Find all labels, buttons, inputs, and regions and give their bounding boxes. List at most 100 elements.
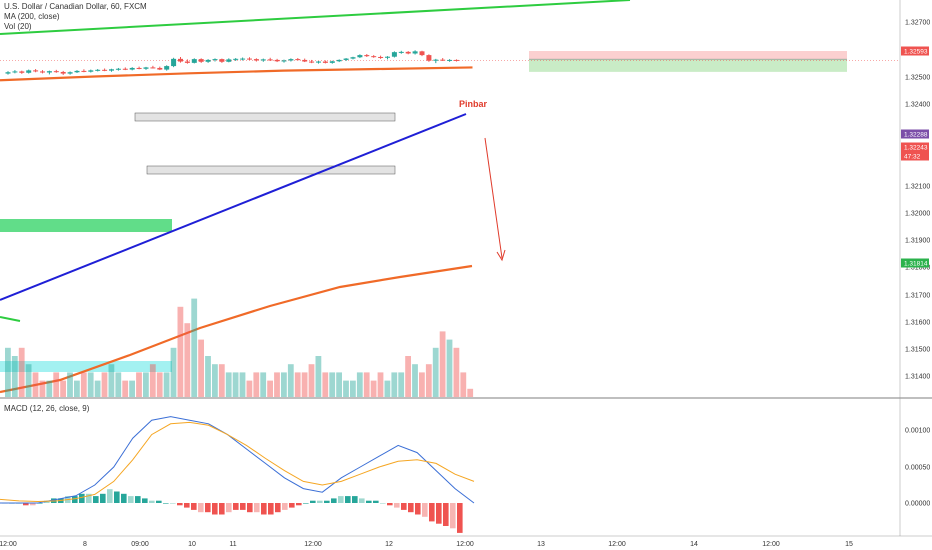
volume-bar	[467, 388, 474, 397]
volume-bar	[391, 372, 398, 397]
volume-bar	[129, 380, 135, 397]
macd-legend: MACD (12, 26, close, 9)	[4, 404, 90, 413]
volume-bar	[184, 323, 191, 397]
volume-bar	[301, 372, 308, 397]
macd-tick-label: 0.00050	[905, 465, 930, 472]
macd-histogram-bar	[310, 500, 316, 503]
candle-body	[316, 61, 321, 63]
volume-bar	[260, 372, 267, 397]
macd-histogram-bar	[296, 503, 302, 506]
price-tick-label: 1.32100	[905, 184, 930, 191]
candle-body	[88, 70, 94, 72]
volume-bar	[253, 372, 260, 397]
volume-bar	[115, 372, 122, 397]
macd-histogram-bar	[30, 503, 36, 506]
volume-bar	[170, 347, 177, 397]
volume-bar	[39, 380, 46, 397]
candle-body	[329, 61, 335, 63]
macd-histogram-bar	[436, 503, 442, 524]
volume-bar	[225, 372, 232, 397]
macd-histogram-bar	[79, 493, 85, 503]
candle-body	[143, 67, 149, 69]
volume-bar	[5, 347, 11, 397]
price-tick-label: 1.32400	[905, 102, 930, 109]
macd-histogram-bar	[401, 503, 407, 510]
macd-histogram-bar	[184, 503, 190, 508]
macd-histogram-bar	[142, 498, 148, 503]
time-tick-label: 12:00	[304, 541, 322, 548]
time-tick-label: 09:00	[131, 541, 149, 548]
volume-bar	[336, 372, 342, 397]
volume-bar	[177, 306, 184, 397]
macd-histogram-bar	[44, 500, 50, 503]
macd-histogram-bar	[345, 496, 351, 503]
price-tag-bg	[901, 129, 929, 139]
resistance-box	[134, 112, 396, 122]
price-tick-label: 1.31500	[905, 347, 930, 354]
candle-body	[33, 70, 39, 72]
candle-body	[95, 69, 101, 71]
volume-bar	[274, 372, 280, 397]
volume-bar	[11, 356, 18, 397]
candle-body	[226, 59, 232, 62]
candle-body	[164, 66, 170, 70]
candle-body	[281, 60, 287, 62]
candle-body	[274, 59, 280, 62]
macd-histogram-bar	[352, 496, 358, 503]
volume-bar	[322, 372, 329, 397]
candle-body	[322, 61, 328, 63]
volume-bar	[315, 356, 322, 397]
candle-body	[122, 68, 128, 70]
macd-histogram-bar	[191, 503, 197, 510]
volume-bar	[80, 372, 87, 397]
overlay-layer: Pinbar	[459, 99, 506, 262]
price-tick-label: 1.31700	[905, 293, 930, 300]
arrow-head	[496, 249, 506, 262]
macd-histogram-bar	[240, 503, 246, 510]
candle-body	[53, 71, 59, 73]
candle-body	[288, 59, 294, 61]
price-tick-label: 1.31900	[905, 238, 930, 245]
candle-body	[171, 58, 177, 67]
price-tag-label: 1.32593	[904, 49, 928, 56]
candle-body	[433, 59, 439, 61]
candle-body	[378, 56, 384, 58]
volume-bar	[122, 380, 129, 397]
candle-body	[385, 56, 390, 58]
symbol-title: U.S. Dollar / Canadian Dollar, 60, FXCM	[4, 2, 147, 11]
volume-bar	[32, 372, 39, 397]
ma200-curve	[0, 264, 473, 394]
time-tick-label: 14	[690, 541, 698, 548]
volume-bar	[370, 380, 377, 397]
candle-body	[40, 71, 45, 73]
ma200-line	[0, 66, 473, 82]
volume-bar	[156, 372, 163, 397]
candle-body	[371, 56, 377, 58]
macd-histogram-bar	[457, 503, 463, 533]
macd-histogram-bar	[177, 503, 183, 506]
macd-histogram-bar	[100, 493, 106, 503]
time-tick-label: 15	[845, 541, 853, 548]
macd-histogram-bar	[324, 500, 330, 503]
macd-histogram-bar	[282, 503, 288, 510]
volume-bar	[363, 372, 370, 397]
candle-body	[191, 59, 197, 63]
price-tick-label: 1.31800	[905, 265, 930, 272]
candle-body	[157, 67, 163, 70]
price-tag-bg	[901, 142, 929, 152]
macd-histogram-bar	[93, 496, 99, 503]
volume-bar	[419, 372, 425, 397]
channel-line-fragment	[0, 316, 21, 322]
macd-histogram-bar	[331, 498, 337, 503]
volume-bar	[74, 380, 80, 397]
macd-histogram-bar	[233, 503, 239, 510]
time-tick-label: 12:00	[762, 541, 780, 548]
macd-tick-label: 0.00100	[905, 428, 930, 435]
macd-histogram-bar	[226, 503, 232, 513]
volume-bar	[350, 380, 356, 397]
volume-bar	[343, 380, 349, 397]
macd-histogram-bar	[289, 503, 295, 508]
candle-body	[233, 58, 239, 60]
macd-histogram-bar	[373, 500, 379, 503]
